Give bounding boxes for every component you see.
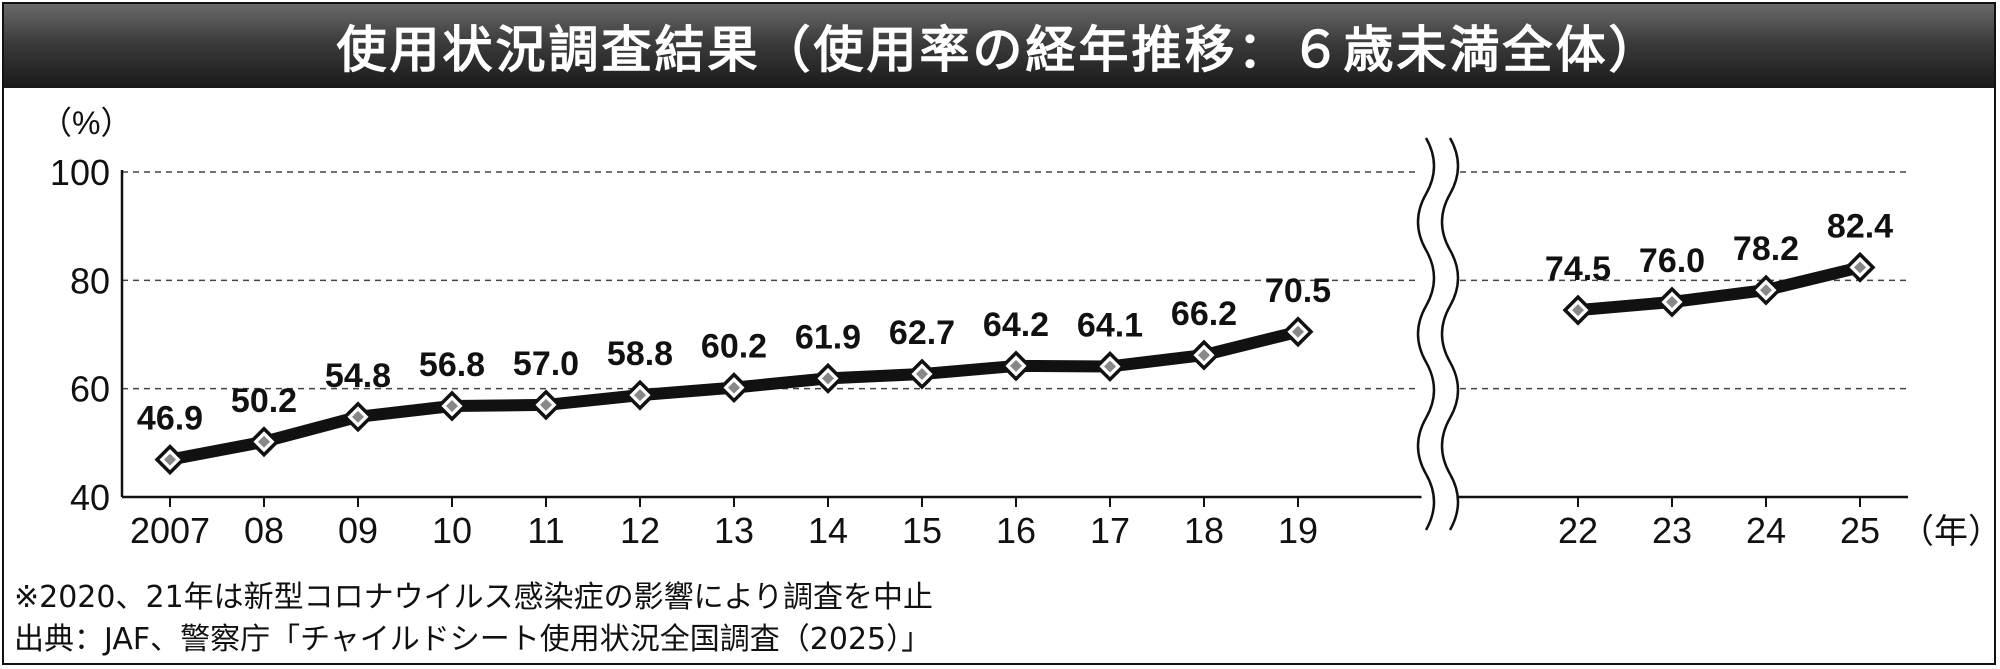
x-tick-label-24: 24 [1746, 510, 1786, 551]
title-bar: 使用状況調査結果（使用率の経年推移：６歳未満全体） [4, 4, 1994, 88]
data-point-center-24 [1760, 284, 1772, 297]
x-tick-label-12: 12 [620, 510, 660, 551]
value-label-10: 56.8 [419, 346, 485, 384]
value-label-18: 66.2 [1171, 295, 1237, 333]
x-tick-label-15: 15 [902, 510, 942, 551]
chart-title: 使用状況調査結果（使用率の経年推移：６歳未満全体） [336, 21, 1662, 79]
value-label-23: 76.0 [1639, 242, 1705, 280]
x-unit-label: （年） [1900, 513, 2000, 551]
data-point-center-15 [916, 368, 928, 381]
x-tick-label-10: 10 [432, 510, 472, 551]
value-label-24: 78.2 [1733, 230, 1799, 268]
value-label-11: 57.0 [513, 345, 579, 383]
value-label-2007: 46.9 [137, 400, 203, 438]
axis-break [1406, 132, 1460, 536]
data-point-center-2007 [164, 453, 176, 466]
value-label-15: 62.7 [889, 314, 955, 352]
x-tick-label-09: 09 [338, 510, 378, 551]
value-label-09: 54.8 [325, 357, 391, 395]
series-line-2 [1572, 261, 1866, 317]
y-tick-label-80: 80 [70, 260, 110, 301]
data-point-center-12 [634, 389, 646, 402]
value-label-16: 64.2 [983, 306, 1049, 344]
value-label-17: 64.1 [1077, 306, 1143, 344]
data-point-center-08 [258, 435, 270, 448]
data-point-center-22 [1572, 304, 1584, 317]
axis-break-gap [1406, 132, 1446, 536]
x-tick-label-22: 22 [1558, 510, 1598, 551]
data-point-center-18 [1198, 349, 1210, 362]
data-point-center-17 [1104, 360, 1116, 373]
data-point-center-10 [446, 400, 458, 412]
value-label-13: 60.2 [701, 328, 767, 366]
data-point-center-25 [1854, 261, 1866, 274]
x-tick-label-18: 18 [1184, 510, 1224, 551]
x-tick-label-25: 25 [1840, 510, 1880, 551]
x-tick-label-11: 11 [527, 510, 564, 551]
y-tick-label-100: 100 [50, 152, 110, 193]
data-point-center-14 [822, 372, 834, 385]
value-label-22: 74.5 [1545, 250, 1611, 288]
footnote-source: 出典：JAF、警察庁「チャイルドシート使用状況全国調査（2025）」 [14, 622, 932, 657]
x-tick-label-13: 13 [714, 510, 754, 551]
x-tick-label-23: 23 [1652, 510, 1692, 551]
value-label-14: 61.9 [795, 318, 861, 356]
value-label-12: 58.8 [607, 335, 673, 373]
data-point-center-09 [352, 410, 364, 423]
data-point-center-19 [1292, 325, 1304, 338]
value-label-25: 82.4 [1827, 207, 1893, 245]
x-tick-label-2007: 2007 [130, 510, 210, 551]
x-tick-label-16: 16 [996, 510, 1036, 551]
x-tick-label-14: 14 [808, 510, 848, 551]
data-point-center-11 [540, 398, 552, 411]
value-label-08: 50.2 [231, 382, 297, 420]
y-unit-label: （%） [40, 105, 132, 141]
y-tick-label-60: 60 [70, 369, 110, 410]
y-tick-label-40: 40 [70, 477, 110, 518]
data-point-center-13 [728, 381, 740, 394]
footnote-suspension: ※2020、21年は新型コロナウイルス感染症の影響により調査を中止 [14, 580, 934, 615]
x-tick-label-08: 08 [244, 510, 284, 551]
value-label-19: 70.5 [1265, 272, 1331, 310]
data-point-center-23 [1666, 296, 1678, 308]
x-tick-label-19: 19 [1278, 510, 1318, 551]
axis-break-line-right [1440, 137, 1460, 531]
data-point-center-16 [1010, 359, 1022, 372]
x-tick-label-17: 17 [1090, 510, 1130, 551]
axis-break-line-left [1416, 137, 1436, 531]
